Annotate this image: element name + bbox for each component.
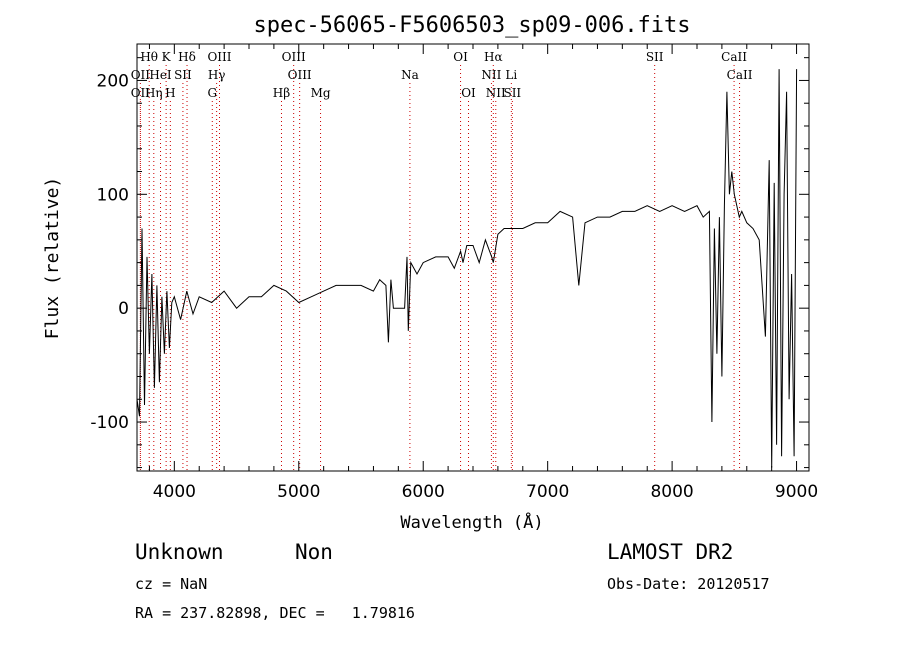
line-marker-label: Li [505, 68, 517, 82]
survey-name: LAMOST DR2 [607, 540, 734, 564]
y-tick-label: 100 [97, 185, 129, 205]
y-tick-label: 200 [97, 71, 129, 91]
axis-ticks: 4000 5000 6000 7000 8000 9000 -100 0 100 200 [90, 44, 818, 502]
line-marker-label: CaII [727, 68, 753, 82]
line-marker-label: HeI [149, 68, 172, 82]
x-tick-label: 4000 [153, 482, 196, 502]
line-marker-label: OIII [207, 50, 231, 64]
line-marker-label: Hη [145, 86, 163, 100]
line-marker-label: G [207, 86, 217, 100]
redshift-text: cz = NaN [135, 575, 208, 593]
line-marker-label: OIII [282, 50, 306, 64]
line-marker-label: H [165, 86, 175, 100]
line-marker-label: Hγ [208, 68, 226, 82]
line-marker-label: K [162, 50, 172, 64]
line-marker-label: NII [486, 86, 506, 100]
x-tick-label: 7000 [526, 482, 569, 502]
x-tick-label: 8000 [650, 482, 693, 502]
line-marker-label: OI [453, 50, 468, 64]
x-tick-label: 9000 [775, 482, 818, 502]
line-marker-label: Hβ [273, 86, 290, 100]
line-marker-label: Hα [484, 50, 503, 64]
line-marker-label: SII [646, 50, 664, 64]
coordinates-text: RA = 237.82898, DEC = 1.79816 [135, 604, 415, 622]
line-marker-label: OII [131, 86, 151, 100]
spectrum-line [136, 69, 798, 468]
plot-frame [136, 43, 810, 472]
line-marker-label: NII [481, 68, 501, 82]
line-marker-label: Hθ [140, 50, 158, 64]
object-class: Unknown [135, 540, 224, 564]
line-marker-label: Na [401, 68, 419, 82]
observation-date: Obs-Date: 20120517 [607, 575, 770, 593]
line-marker-label: SII [503, 86, 521, 100]
y-tick-label: -100 [90, 413, 129, 433]
x-tick-label: 6000 [402, 482, 445, 502]
line-marker-label: CaII [721, 50, 747, 64]
chart-title: spec-56065-F5606503_sp09-006.fits [253, 13, 690, 38]
y-tick-label: 0 [118, 299, 129, 319]
y-axis-label: Flux (relative) [42, 177, 63, 340]
line-marker-label: Hδ [178, 50, 196, 64]
x-tick-label: 5000 [277, 482, 320, 502]
line-marker-label: OII [131, 68, 151, 82]
line-marker-label: OI [461, 86, 476, 100]
object-subclass: Non [295, 540, 333, 564]
line-marker-label: SII [174, 68, 192, 82]
line-marker-label: OIII [288, 68, 312, 82]
x-axis-label: Wavelength (Å) [400, 511, 543, 533]
line-marker-label: Mg [311, 86, 331, 100]
